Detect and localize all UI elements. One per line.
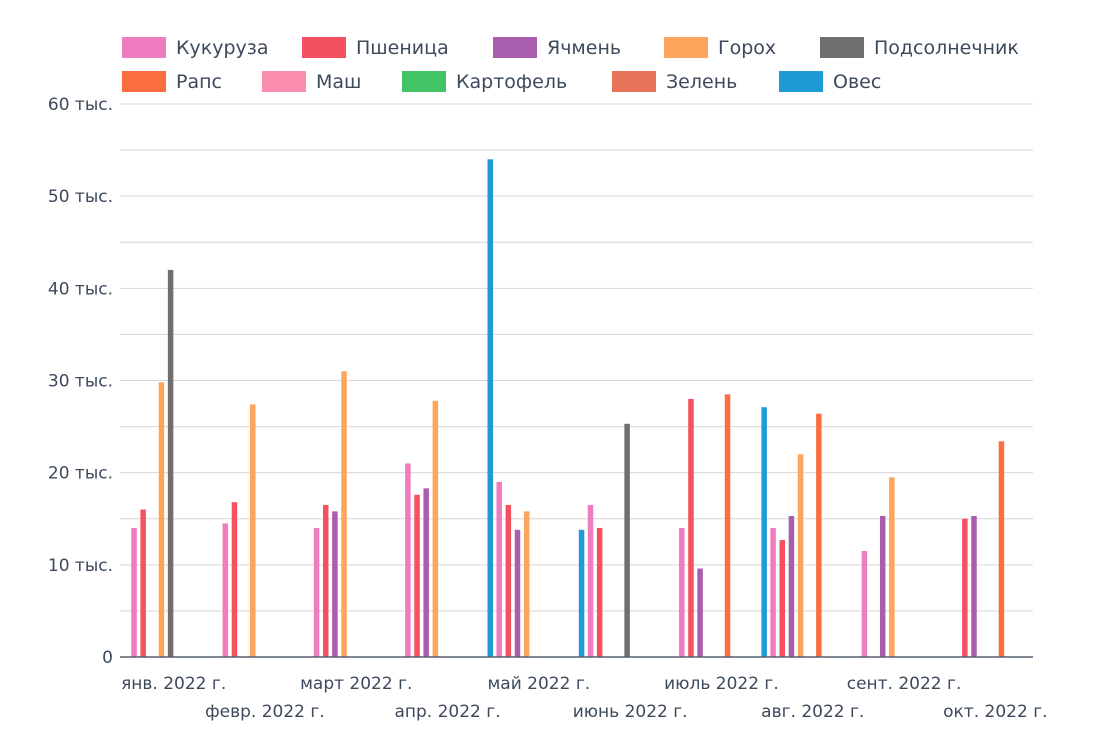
legend-swatch [262,71,306,92]
bar[interactable] [770,527,776,657]
bar[interactable] [140,509,146,657]
bar[interactable] [423,488,429,657]
y-tick-label: 60 тыс. [48,95,113,115]
x-tick-label: авг. 2022 г. [761,702,864,722]
x-tick-label: апр. 2022 г. [394,702,500,722]
bar[interactable] [624,423,630,657]
bar[interactable] [131,527,137,657]
bar[interactable] [578,529,585,657]
bars [131,159,1005,658]
legend-item[interactable]: Рапс [122,71,222,93]
bar[interactable] [231,502,238,657]
bar[interactable] [788,515,795,657]
x-tick-label: февр. 2022 г. [205,702,325,722]
x-tick-label: июль 2022 г. [664,674,779,694]
legend-label: Горох [718,37,776,59]
legend-label: Кукуруза [176,37,269,59]
legend-swatch [302,37,346,58]
bar[interactable] [998,441,1005,657]
bar[interactable] [432,400,439,657]
legend-label: Рапс [176,71,222,93]
legend-swatch [612,71,656,92]
legend: Кукуруза Пшеница Ячмень Горох Подсолнечник Ра… [122,37,1019,93]
bar[interactable] [697,568,703,657]
bar[interactable] [889,477,895,657]
bar[interactable] [341,371,347,657]
legend-item[interactable]: Ячмень [493,37,621,59]
legend-label: Маш [316,71,361,93]
x-tick-label: янв. 2022 г. [121,674,226,694]
bar[interactable] [250,404,256,657]
legend-swatch [779,71,823,92]
bar[interactable] [679,527,685,657]
bar[interactable] [861,551,868,657]
x-axis: янв. 2022 г. февр. 2022 г. март 2022 г. апр… [120,656,1048,722]
legend-item[interactable]: Маш [262,71,361,93]
y-tick-label: 30 тыс. [48,372,113,392]
bar[interactable] [496,481,502,657]
x-tick-label: май 2022 г. [487,674,590,694]
legend-item[interactable]: Зелень [612,71,737,93]
legend-label: Зелень [666,71,737,93]
legend-swatch [820,37,864,58]
bar[interactable] [222,523,229,657]
bar[interactable] [414,494,420,657]
legend-item[interactable]: Кукуруза [122,37,269,59]
bar[interactable] [761,407,767,657]
bar[interactable] [167,269,174,657]
y-tick-label: 40 тыс. [48,279,113,299]
legend-item[interactable]: Горох [664,37,776,59]
legend-label: Картофель [456,71,567,93]
x-tick-label: сент. 2022 г. [847,674,962,694]
bar[interactable] [332,511,338,657]
bar[interactable] [797,454,804,657]
legend-item[interactable]: Подсолнечник [820,37,1019,59]
bar[interactable] [688,398,694,657]
bar[interactable] [879,515,886,657]
legend-swatch [402,71,446,92]
bar[interactable] [523,511,530,657]
legend-swatch [493,37,537,58]
legend-swatch [122,71,166,92]
x-tick-label: окт. 2022 г. [943,702,1047,722]
bar[interactable] [816,413,822,657]
bar[interactable] [596,527,603,657]
y-axis: 0 10 тыс. 20 тыс. 30 тыс. 40 тыс. 50 тыс. 60 т… [48,95,113,668]
legend-item[interactable]: Пшеница [302,37,449,59]
legend-label: Подсолнечник [874,37,1019,59]
bar[interactable] [313,527,320,657]
legend-item[interactable]: Овес [779,71,881,93]
legend-label: Ячмень [547,37,621,59]
legend-label: Пшеница [356,37,449,59]
y-tick-label: 10 тыс. [48,556,113,576]
bar[interactable] [323,504,329,657]
bar[interactable] [514,529,521,657]
y-tick-label: 20 тыс. [48,464,113,484]
bar[interactable] [724,394,731,657]
bar[interactable] [971,515,977,657]
bar[interactable] [505,504,512,657]
legend-label: Овес [833,71,881,93]
bar[interactable] [158,382,165,657]
grid-lines [120,103,1033,612]
bar[interactable] [587,504,594,657]
bar[interactable] [487,159,494,658]
y-tick-label: 0 [102,648,113,668]
legend-swatch [122,37,166,58]
bar[interactable] [779,539,786,657]
y-tick-label: 50 тыс. [48,187,113,207]
legend-item[interactable]: Картофель [402,71,567,93]
x-tick-label: март 2022 г. [300,674,412,694]
x-tick-label: июнь 2022 г. [573,702,688,722]
bar[interactable] [405,463,411,657]
bar[interactable] [962,518,968,657]
legend-swatch [664,37,708,58]
